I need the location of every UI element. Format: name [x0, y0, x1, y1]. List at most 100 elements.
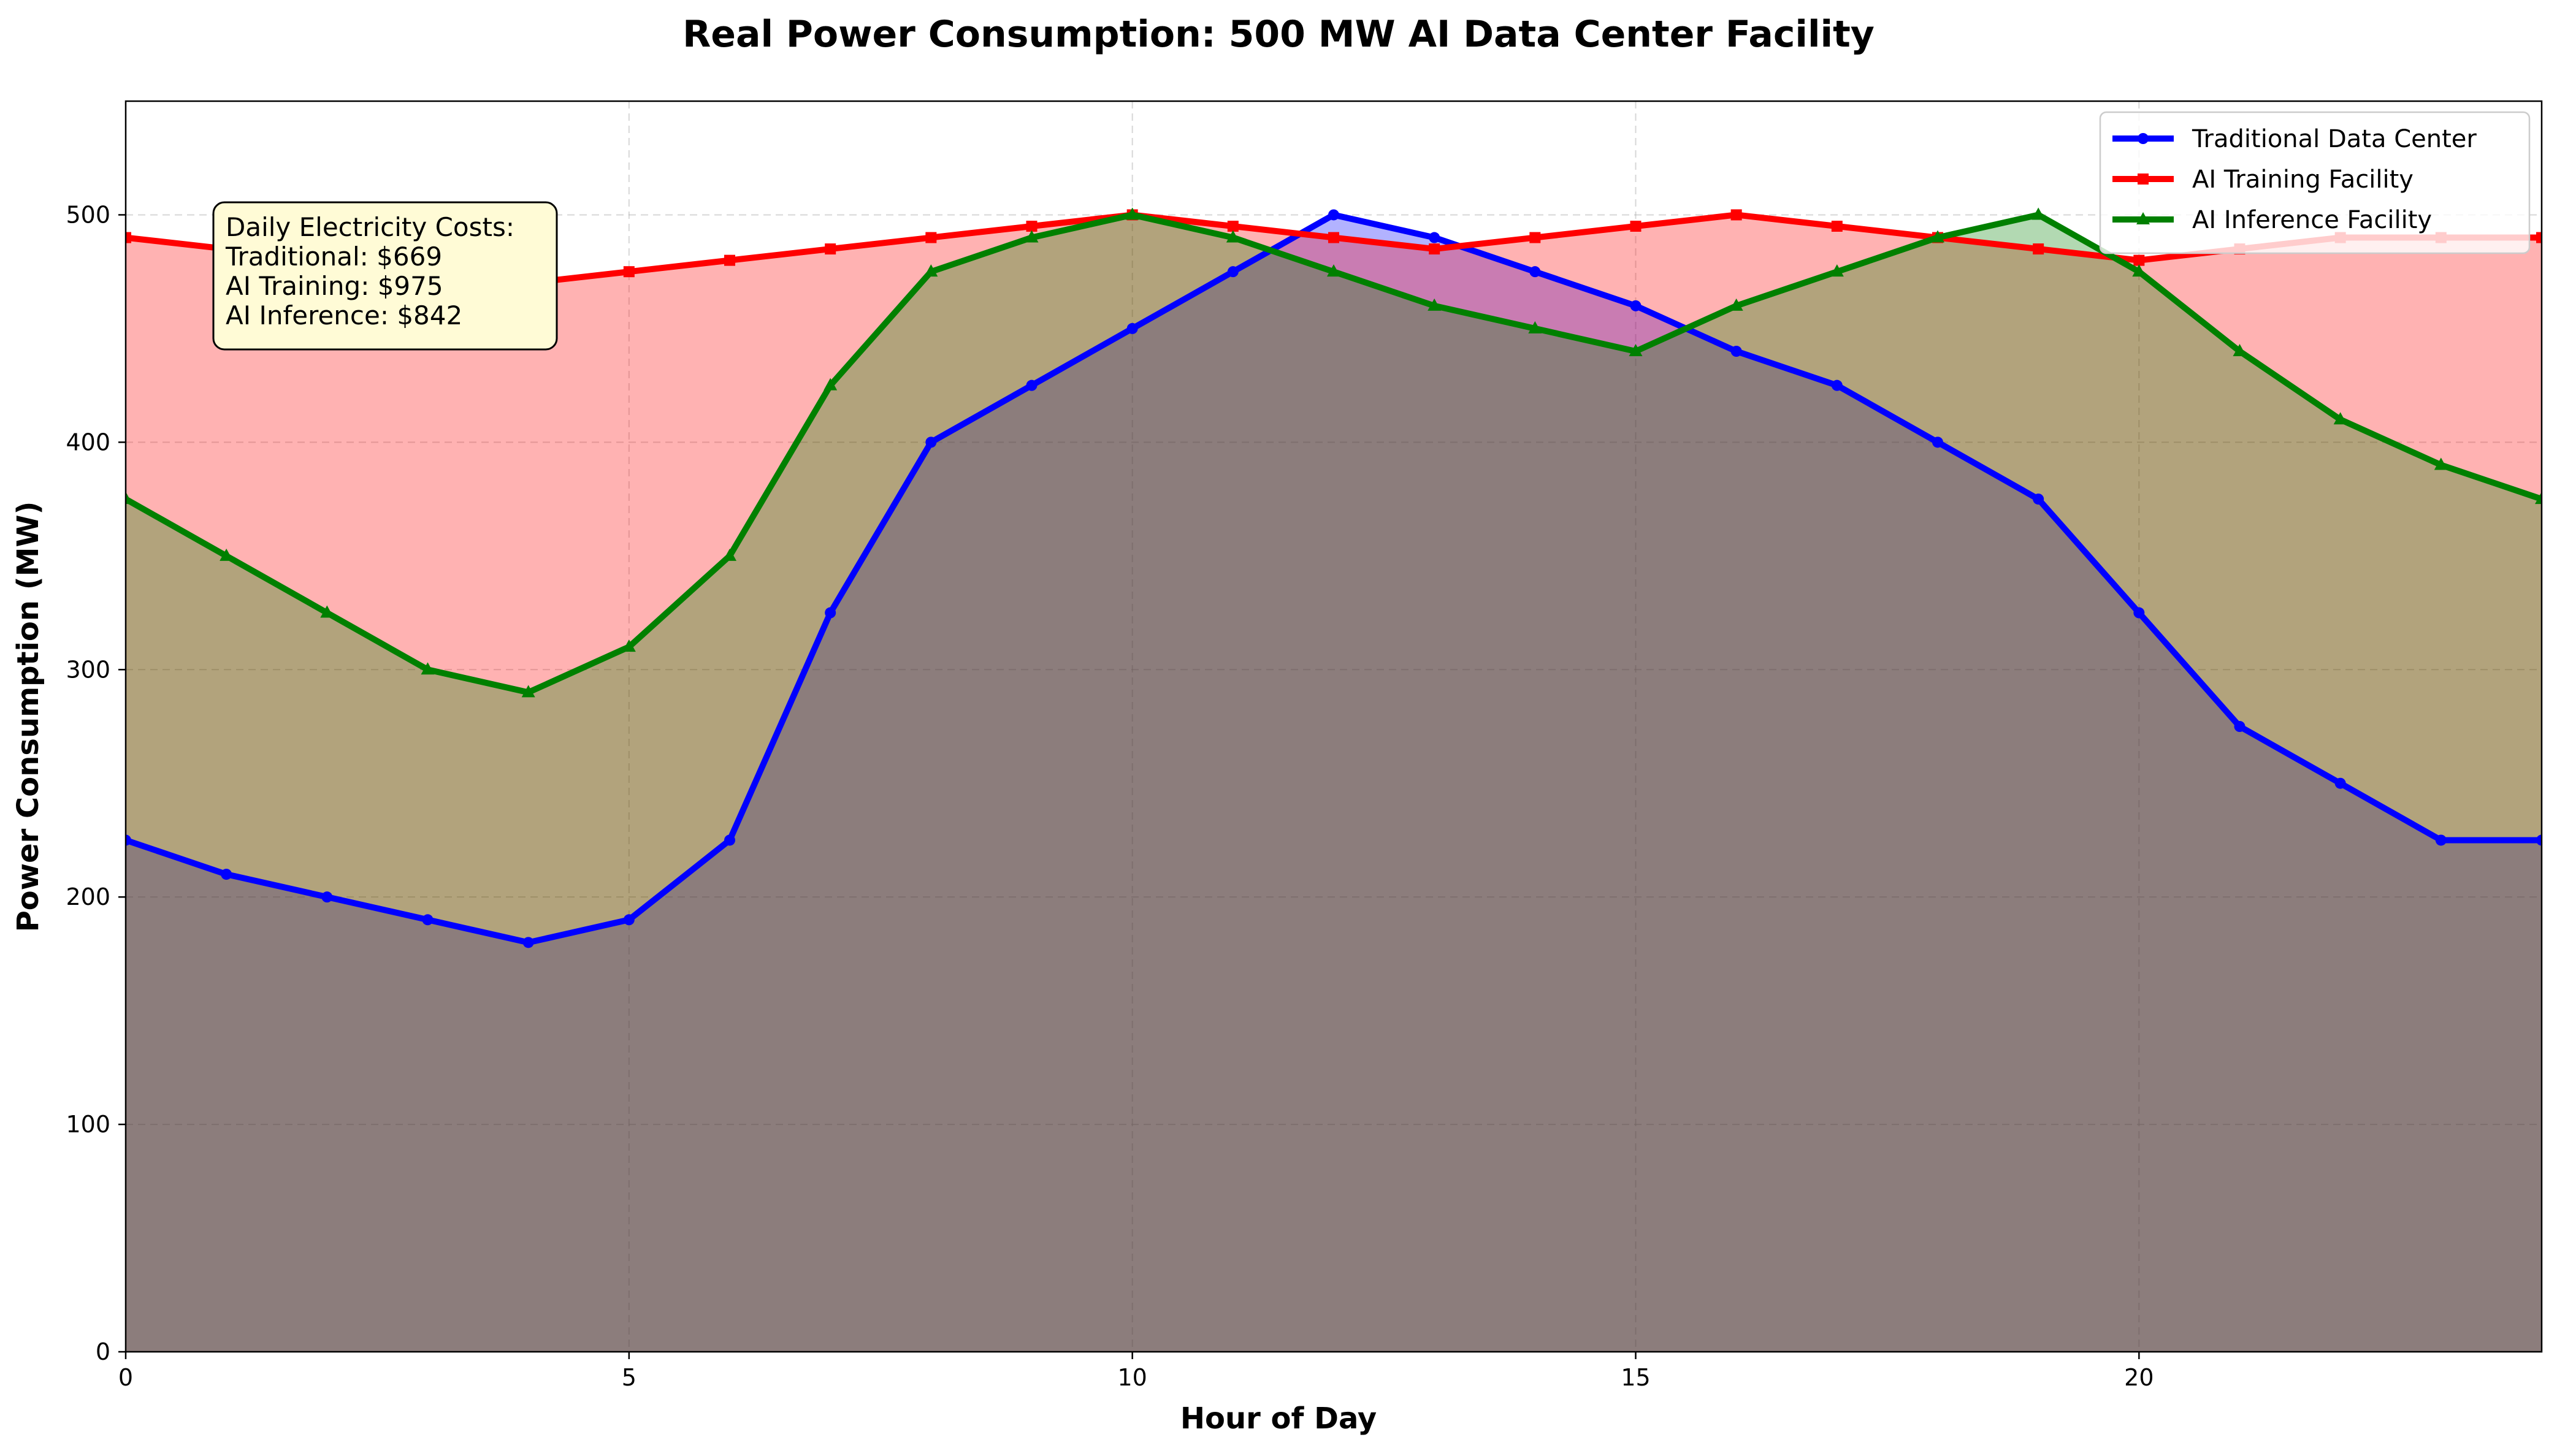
data-point [422, 914, 434, 926]
data-point [723, 548, 736, 561]
data-point [825, 243, 836, 255]
data-point [1831, 379, 1843, 391]
data-point [221, 869, 232, 880]
data-point [2234, 721, 2245, 732]
plot-area [126, 207, 2542, 1352]
data-point [825, 607, 836, 619]
x-tick-label: 0 [118, 1364, 133, 1391]
data-point [1026, 379, 1038, 391]
data-point [1931, 230, 1944, 243]
data-point [1630, 221, 1642, 232]
y-tick-label: 0 [96, 1338, 110, 1365]
data-point [1730, 209, 1742, 221]
data-point [2333, 412, 2347, 425]
data-point [1830, 264, 1844, 277]
legend-label: Traditional Data Center [2192, 125, 2477, 153]
data-point [2536, 834, 2542, 846]
data-point [2233, 344, 2247, 356]
data-point [2435, 834, 2447, 846]
legend-label: AI Inference Facility [2192, 206, 2432, 234]
plot-frame [124, 100, 2543, 1353]
data-point [126, 232, 131, 243]
data-point [522, 937, 534, 948]
annotation-line: Traditional: $669 [225, 242, 442, 272]
x-tick-label: 10 [1117, 1364, 1147, 1391]
data-point [2138, 133, 2149, 144]
data-point [2434, 457, 2448, 470]
x-axis-label: Hour of Day [1180, 1401, 1377, 1436]
data-point [1730, 346, 1742, 357]
data-point [1831, 221, 1843, 232]
annotation-line: AI Training: $975 [226, 271, 443, 301]
data-point [925, 232, 937, 243]
data-point [321, 891, 333, 903]
data-point [925, 436, 937, 448]
data-point [2031, 207, 2046, 220]
data-point [126, 834, 131, 846]
data-point [2136, 212, 2150, 224]
y-tick-label: 400 [66, 429, 110, 455]
x-tick-label: 20 [2124, 1364, 2154, 1391]
x-tick-label: 5 [622, 1364, 636, 1391]
data-point [1429, 243, 1440, 255]
annotation-box [212, 201, 558, 351]
data-point [1729, 298, 1743, 311]
data-point [724, 834, 735, 846]
data-point [1529, 266, 1541, 278]
data-point [1227, 266, 1239, 278]
data-point [421, 662, 435, 675]
legend-box [2099, 111, 2531, 254]
data-point [1630, 300, 1642, 311]
data-point [2033, 494, 2044, 505]
data-point [2132, 264, 2146, 277]
chart-title: Real Power Consumption: 500 MW AI Data C… [682, 13, 1875, 56]
data-point [126, 492, 132, 505]
data-point [623, 266, 635, 278]
data-point [1429, 232, 1440, 243]
data-point [824, 378, 838, 391]
data-point [1528, 321, 1542, 334]
y-tick-label: 300 [66, 656, 110, 683]
data-point [1126, 322, 1138, 334]
data-point [1226, 230, 1240, 243]
legend-label: AI Training Facility [2192, 166, 2414, 194]
data-point [1932, 436, 1943, 448]
data-point [1327, 264, 1340, 277]
data-point [521, 685, 535, 698]
series-area [126, 215, 2542, 1352]
data-point [1026, 221, 1038, 232]
series-area [126, 215, 2542, 1352]
data-point [2138, 173, 2149, 185]
y-tick-label: 200 [66, 883, 110, 910]
data-point [2033, 243, 2044, 255]
cost-annotation: Daily Electricity Costs:Traditional: $66… [212, 201, 558, 351]
y-tick-label: 500 [66, 201, 110, 228]
data-point [1125, 207, 1139, 220]
data-point [1328, 209, 1339, 221]
data-point [924, 264, 938, 277]
data-point [623, 914, 635, 926]
data-point [2133, 607, 2145, 619]
data-point [320, 605, 334, 618]
data-point [1227, 221, 1239, 232]
data-point [220, 548, 234, 561]
data-point [2535, 492, 2542, 505]
annotation-line: Daily Electricity Costs: [226, 212, 514, 242]
legend: Traditional Data Center AI Training Facil… [2099, 111, 2531, 254]
series-area [126, 215, 2542, 1352]
data-point [1629, 344, 1643, 356]
y-axis-label: Power Consumption (MW) [11, 501, 45, 932]
data-point [2536, 232, 2542, 243]
data-point [2334, 777, 2346, 789]
data-point [1428, 298, 1442, 311]
x-tick-label: 15 [1621, 1364, 1650, 1391]
data-point [1025, 230, 1039, 243]
data-point [1328, 232, 1339, 243]
data-point [724, 254, 735, 266]
data-point [2133, 254, 2145, 266]
annotation-line: AI Inference: $842 [226, 300, 462, 330]
data-point [1529, 232, 1541, 243]
y-tick-label: 100 [66, 1111, 110, 1138]
